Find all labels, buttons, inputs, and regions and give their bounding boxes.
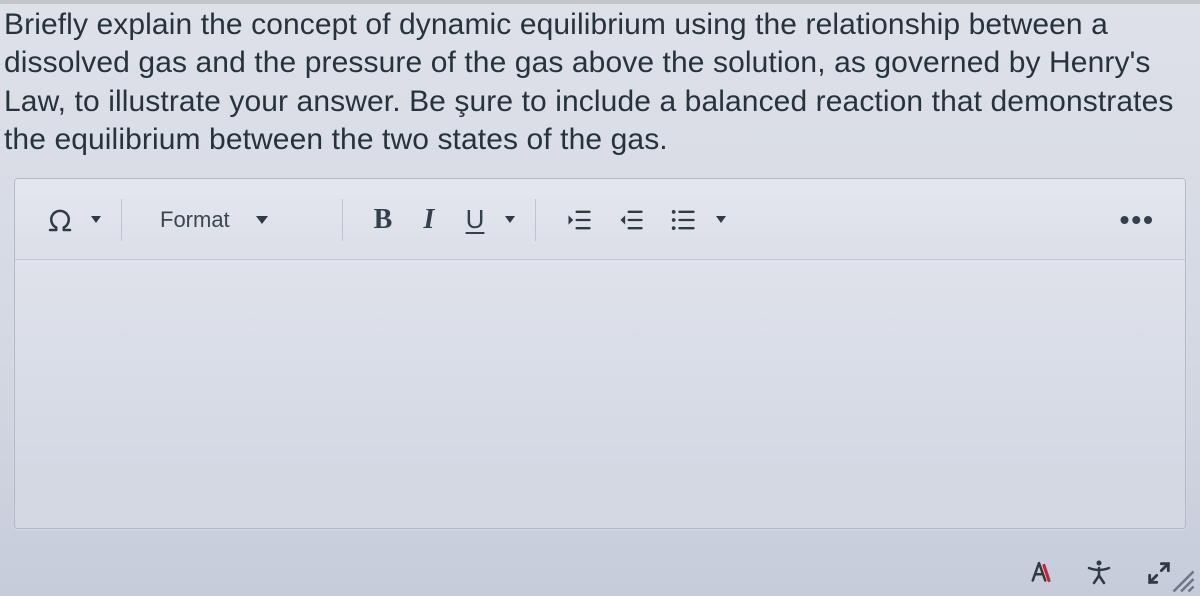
indent-list-group: [556, 198, 726, 242]
indent-increase-icon: [564, 206, 594, 234]
bold-button[interactable]: B: [363, 198, 403, 242]
list-dropdown-chevron-icon[interactable]: [716, 216, 726, 223]
chevron-down-icon: [256, 216, 268, 224]
resize-grip-icon: [1166, 564, 1196, 594]
bullet-list-button[interactable]: [660, 198, 706, 242]
text-style-dropdown-chevron-icon[interactable]: [505, 216, 515, 223]
editor-content-area[interactable]: [15, 260, 1185, 528]
format-dropdown-label: Format: [160, 207, 230, 233]
rich-text-editor: Format B I U: [14, 178, 1186, 529]
format-dropdown[interactable]: Format: [142, 197, 322, 243]
accessibility-icon: [1084, 558, 1114, 588]
window-top-shadow: [0, 0, 1200, 4]
italic-icon: I: [424, 204, 435, 236]
text-style-group: B I U: [363, 198, 515, 242]
accessibility-checker-button[interactable]: [1082, 556, 1116, 590]
text-color-button[interactable]: [1022, 556, 1056, 590]
question-prompt: Briefly explain the concept of dynamic e…: [0, 0, 1200, 174]
underline-icon: U: [466, 204, 485, 235]
editor-status-bar: [1022, 556, 1176, 590]
underline-button[interactable]: U: [455, 198, 495, 242]
bold-icon: B: [374, 204, 393, 236]
toolbar-divider: [121, 199, 122, 241]
toolbar-divider: [342, 199, 343, 241]
decrease-indent-button[interactable]: [608, 198, 654, 242]
ellipsis-icon: •••: [1120, 215, 1155, 225]
symbol-dropdown-chevron-icon[interactable]: [91, 216, 101, 223]
resize-handle[interactable]: [1166, 564, 1196, 594]
editor-toolbar: Format B I U: [15, 179, 1185, 260]
more-options-button[interactable]: •••: [1112, 198, 1163, 242]
symbol-group: [37, 198, 101, 242]
toolbar-divider: [535, 199, 536, 241]
indent-decrease-icon: [616, 206, 646, 234]
insert-symbol-button[interactable]: [37, 198, 83, 242]
list-bulleted-icon: [668, 206, 698, 234]
increase-indent-button[interactable]: [556, 198, 602, 242]
text-color-icon: [1024, 558, 1054, 588]
italic-button[interactable]: I: [409, 198, 449, 242]
omega-icon: [45, 205, 75, 235]
